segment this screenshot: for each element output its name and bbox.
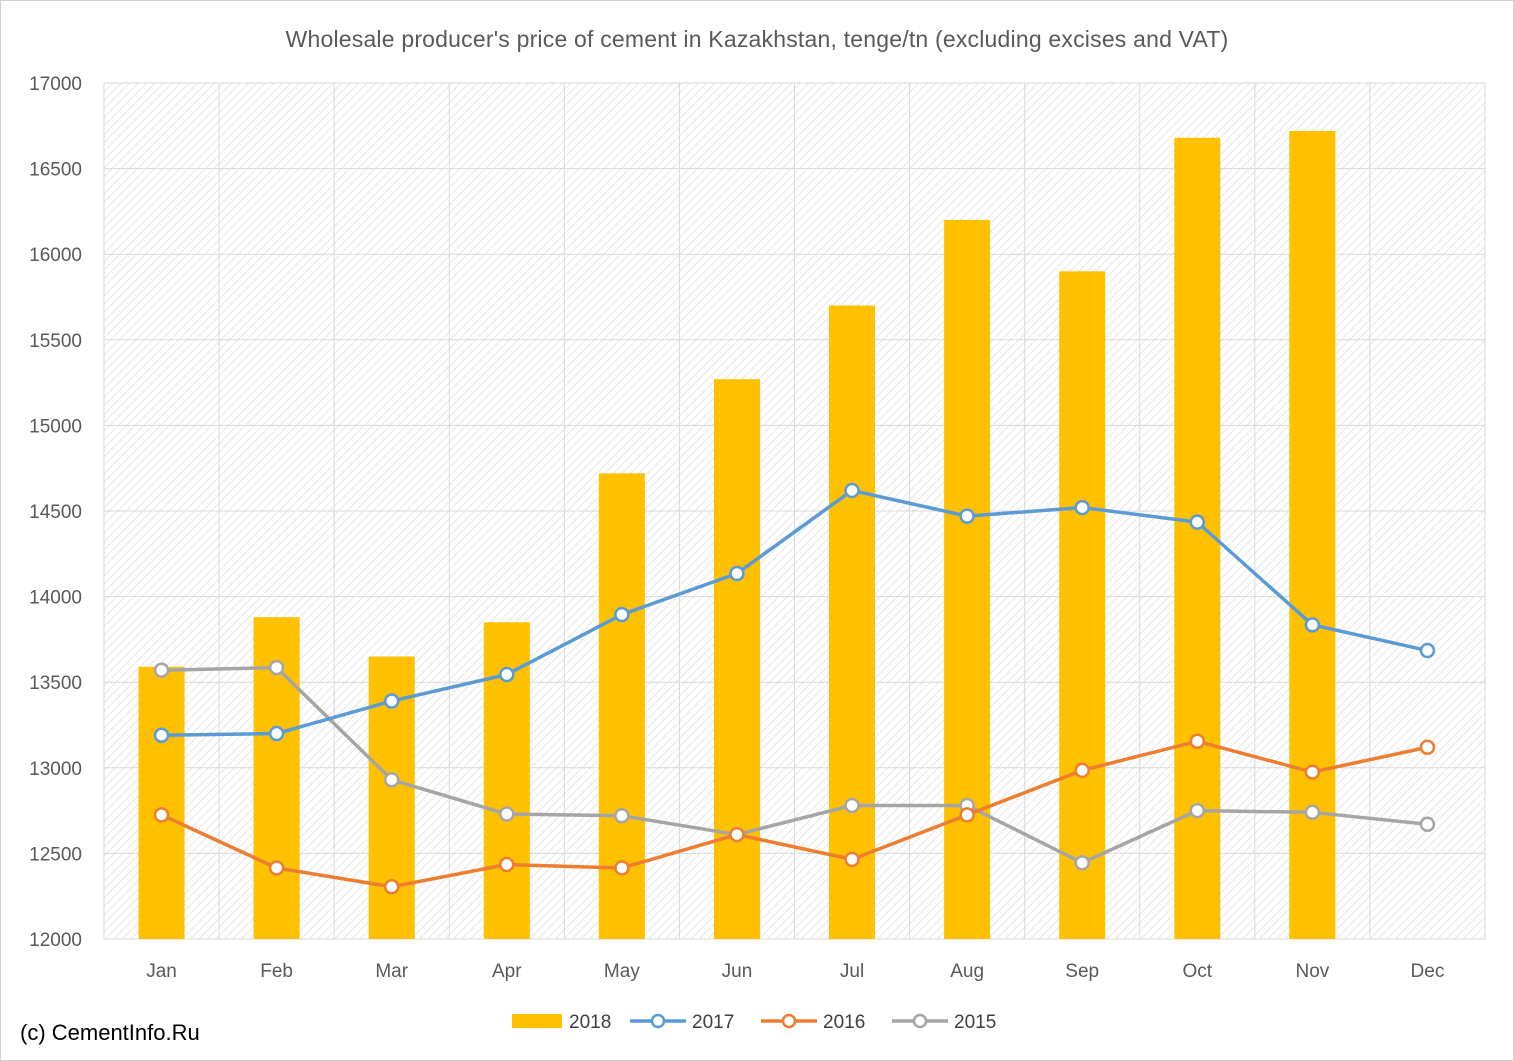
legend-label: 2015: [954, 1012, 996, 1033]
point-2015-mar: [383, 772, 400, 788]
point-2015-apr: [499, 806, 515, 822]
point-2015-nov: [1304, 804, 1321, 821]
legend: 2018 2017 2016 2015: [512, 1012, 996, 1033]
point-2016-nov: [1304, 764, 1321, 780]
bar-2018-jan: [138, 666, 185, 939]
point-2016-sep: [1074, 762, 1090, 779]
point-2016-oct: [1189, 733, 1206, 750]
x-tick-label: Jan: [146, 961, 177, 982]
point-2017-jan: [153, 727, 170, 744]
point-2015-may: [614, 807, 630, 824]
point-2015-feb: [268, 659, 285, 676]
x-tick-label: May: [604, 961, 640, 982]
x-tick-label: Aug: [950, 961, 984, 982]
y-tick-label: 16000: [29, 245, 82, 266]
y-tick-label: 15000: [29, 416, 82, 437]
point-2017-may: [614, 606, 630, 623]
legend-label: 2017: [692, 1012, 734, 1033]
line-2015: [161, 665, 1428, 865]
point-2017-feb: [268, 725, 285, 742]
line-series: [153, 482, 1436, 895]
point-2017-apr: [499, 666, 515, 683]
legend-marker: [912, 1013, 928, 1029]
y-tick-label: 17000: [29, 74, 82, 95]
point-2017-oct: [1189, 514, 1206, 530]
y-axis-ticks: 12000 12500 13000 13500 14000 14500 15000 15500…: [29, 74, 82, 951]
point-2017-dec: [1419, 642, 1436, 659]
point-2015-sep: [1074, 855, 1090, 871]
point-2016-may: [614, 860, 630, 876]
point-2015-oct: [1189, 802, 1206, 819]
bar-2018-nov: [1289, 130, 1336, 939]
legend-item-2016: 2016: [761, 1012, 865, 1033]
point-2016-jul: [844, 851, 860, 868]
x-tick-label: Mar: [375, 961, 408, 982]
point-2017-jun: [729, 565, 745, 582]
point-2017-nov: [1304, 617, 1321, 633]
point-2016-feb: [268, 860, 285, 876]
point-2016-jun: [729, 826, 745, 843]
x-tick-label: Sep: [1065, 961, 1099, 982]
legend-label: 2016: [823, 1012, 865, 1033]
x-tick-label: Jul: [840, 961, 864, 982]
gridlines: [103, 82, 1486, 940]
bar-2018-aug: [944, 219, 991, 939]
point-2016-dec: [1419, 739, 1436, 756]
legend-marker: [781, 1013, 797, 1029]
line-2016: [160, 739, 1428, 889]
point-2015-jan: [153, 662, 170, 678]
point-2016-jan: [153, 807, 170, 823]
point-2016-mar: [383, 879, 400, 895]
y-tick-label: 13000: [29, 759, 82, 780]
line-series-2016: [153, 733, 1436, 895]
line-2017: [161, 488, 1428, 738]
x-tick-label: Oct: [1183, 961, 1213, 982]
legend-label: 2018: [569, 1012, 611, 1033]
point-2016-apr: [499, 856, 515, 873]
bar-2018-jul: [829, 305, 876, 939]
x-axis-ticks: Jan Feb Mar Apr May Jun Jul Aug Sep Oct Nov Dec: [146, 961, 1444, 982]
point-2015-dec: [1419, 816, 1436, 833]
x-tick-label: Jun: [722, 961, 753, 982]
point-2017-sep: [1074, 499, 1090, 516]
y-tick-label: 13500: [29, 673, 82, 694]
bar-2018-jun: [713, 379, 760, 939]
y-tick-label: 14000: [29, 588, 82, 609]
legend-item-2018: 2018: [512, 1012, 611, 1033]
legend-swatch: [512, 1014, 562, 1028]
legend-item-2017: 2017: [630, 1012, 734, 1033]
x-tick-label: Dec: [1411, 961, 1445, 982]
legend-item-2015: 2015: [892, 1012, 996, 1033]
y-tick-label: 16500: [29, 160, 82, 181]
x-tick-label: Feb: [260, 961, 293, 982]
point-2015-jul: [844, 797, 860, 814]
legend-marker: [650, 1013, 666, 1029]
x-tick-label: Apr: [492, 961, 522, 982]
credit-text: (c) CementInfo.Ru: [20, 1020, 200, 1045]
bar-2018-sep: [1059, 271, 1106, 939]
point-2017-aug: [959, 508, 975, 524]
point-2017-jul: [844, 482, 860, 499]
x-tick-label: Nov: [1295, 961, 1329, 982]
y-tick-label: 12000: [29, 930, 82, 951]
point-2016-aug: [959, 807, 975, 823]
y-tick-label: 15500: [29, 331, 82, 352]
line-series-2017: [153, 482, 1436, 744]
chart-title: Wholesale producer's price of cement in …: [285, 26, 1229, 52]
y-tick-label: 14500: [29, 502, 82, 523]
y-tick-label: 12500: [29, 844, 82, 865]
point-2017-mar: [383, 693, 400, 709]
